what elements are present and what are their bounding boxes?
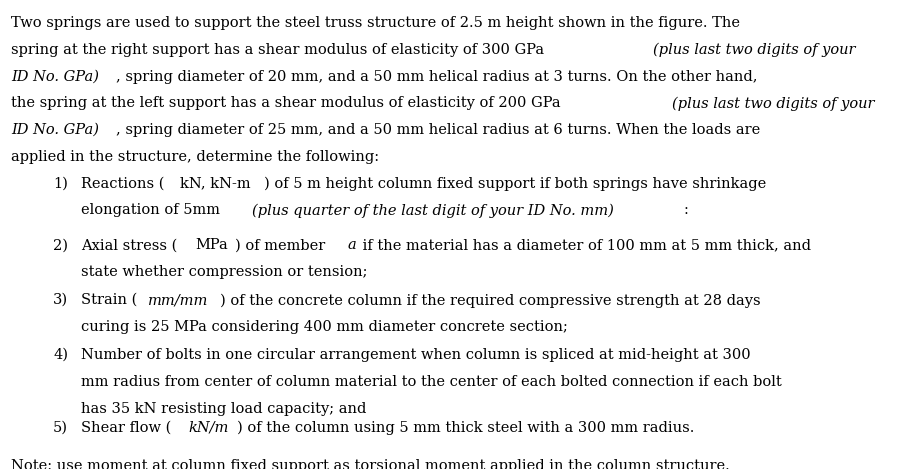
Text: 4): 4): [53, 348, 68, 362]
Text: state whether compression or tension;: state whether compression or tension;: [81, 265, 367, 279]
Text: 5): 5): [53, 420, 68, 434]
Text: (plus last two digits of your: (plus last two digits of your: [653, 43, 855, 57]
Text: :: :: [683, 204, 689, 218]
Text: (plus quarter of the last digit of your ID No. mm): (plus quarter of the last digit of your …: [252, 204, 614, 218]
Text: Shear flow (: Shear flow (: [81, 420, 171, 434]
Text: 3): 3): [53, 293, 69, 307]
Text: Note: use moment at column fixed support as torsional moment applied in the colu: Note: use moment at column fixed support…: [12, 459, 730, 469]
Text: curing is 25 MPa considering 400 mm diameter concrete section;: curing is 25 MPa considering 400 mm diam…: [81, 320, 567, 334]
Text: Axial stress (: Axial stress (: [81, 238, 177, 252]
Text: 2): 2): [53, 238, 68, 252]
Text: Strain (: Strain (: [81, 293, 137, 307]
Text: Number of bolts in one circular arrangement when column is spliced at mid-height: Number of bolts in one circular arrangem…: [81, 348, 750, 362]
Text: has 35 kN resisting load capacity; and: has 35 kN resisting load capacity; and: [81, 401, 367, 416]
Text: spring at the right support has a shear modulus of elasticity of 300 GPa: spring at the right support has a shear …: [12, 43, 549, 57]
Text: Two springs are used to support the steel truss structure of 2.5 m height shown : Two springs are used to support the stee…: [12, 16, 740, 30]
Text: kN, kN-m: kN, kN-m: [180, 177, 251, 191]
Text: mm radius from center of column material to the center of each bolted connection: mm radius from center of column material…: [81, 375, 782, 389]
Text: ) of the concrete column if the required compressive strength at 28 days: ) of the concrete column if the required…: [220, 293, 760, 308]
Text: MPa: MPa: [195, 238, 228, 252]
Text: 1): 1): [53, 177, 68, 191]
Text: ) of the column using 5 mm thick steel with a 300 mm radius.: ) of the column using 5 mm thick steel w…: [236, 420, 694, 435]
Text: ID No. GPa): ID No. GPa): [12, 123, 100, 137]
Text: a: a: [348, 238, 357, 252]
Text: elongation of 5mm: elongation of 5mm: [81, 204, 224, 218]
Text: , spring diameter of 20 mm, and a 50 mm helical radius at 3 turns. On the other : , spring diameter of 20 mm, and a 50 mm …: [117, 69, 757, 83]
Text: ) of member: ) of member: [234, 238, 329, 252]
Text: Reactions (: Reactions (: [81, 177, 164, 191]
Text: (plus last two digits of your: (plus last two digits of your: [672, 96, 875, 111]
Text: the spring at the left support has a shear modulus of elasticity of 200 GPa: the spring at the left support has a she…: [12, 96, 566, 110]
Text: if the material has a diameter of 100 mm at 5 mm thick, and: if the material has a diameter of 100 mm…: [358, 238, 811, 252]
Text: mm/mm: mm/mm: [148, 293, 208, 307]
Text: , spring diameter of 25 mm, and a 50 mm helical radius at 6 turns. When the load: , spring diameter of 25 mm, and a 50 mm …: [117, 123, 760, 137]
Text: ) of 5 m height column fixed support if both springs have shrinkage: ) of 5 m height column fixed support if …: [264, 177, 767, 191]
Text: applied in the structure, determine the following:: applied in the structure, determine the …: [12, 150, 379, 164]
Text: kN/m: kN/m: [188, 420, 229, 434]
Text: ID No. GPa): ID No. GPa): [12, 69, 100, 83]
